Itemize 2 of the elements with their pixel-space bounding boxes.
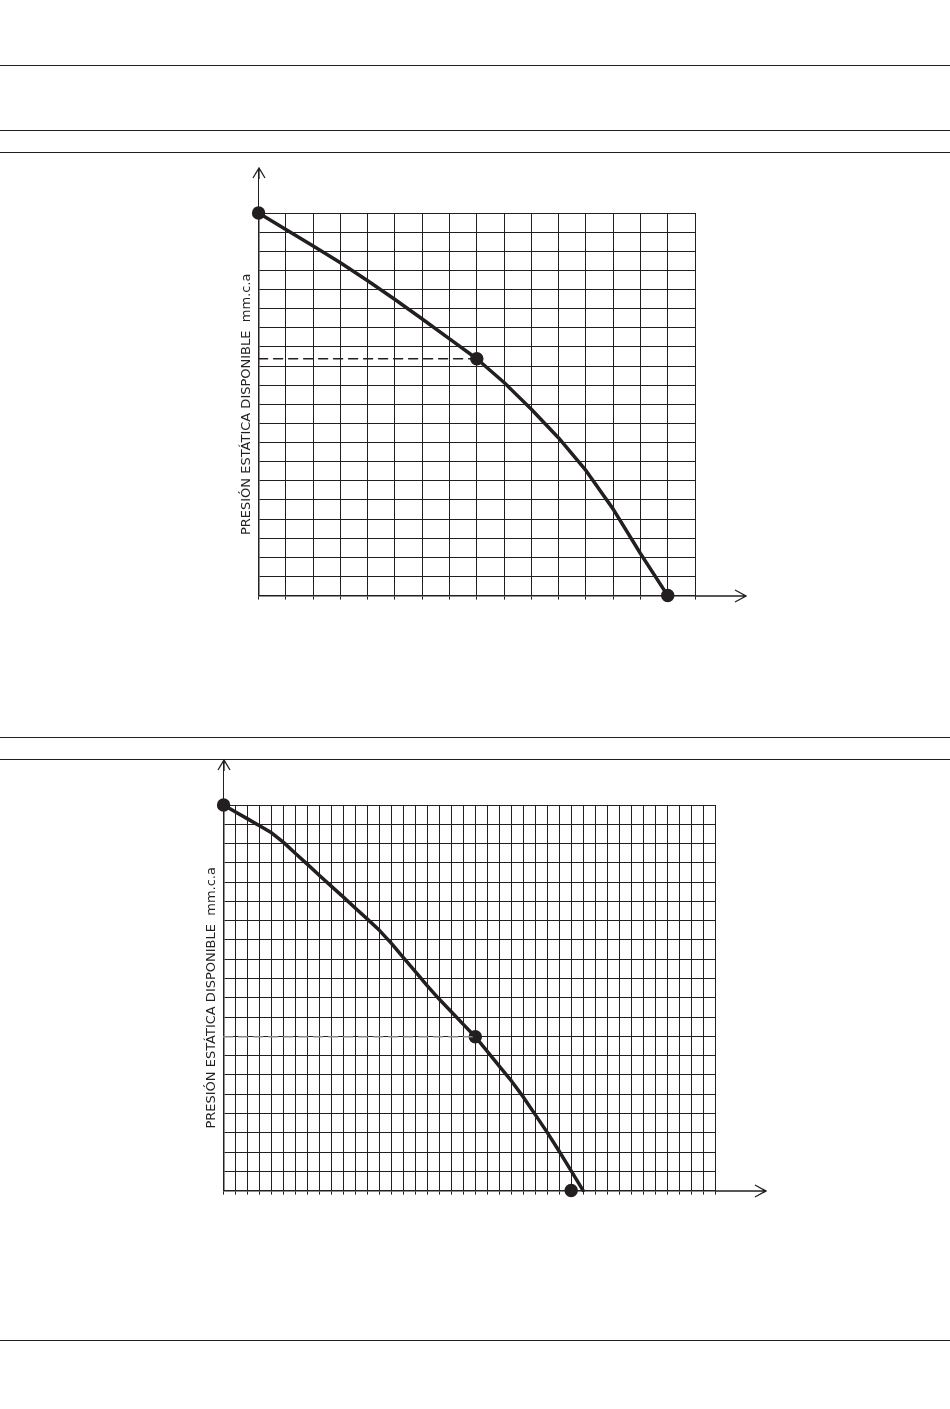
y-axis-title: PRESIÓN ESTÁTICA DISPONIBLE mm.c.a [203, 867, 219, 1129]
y-axis-title: PRESIÓN ESTÁTICA DISPONIBLE mm.c.a [238, 273, 254, 536]
